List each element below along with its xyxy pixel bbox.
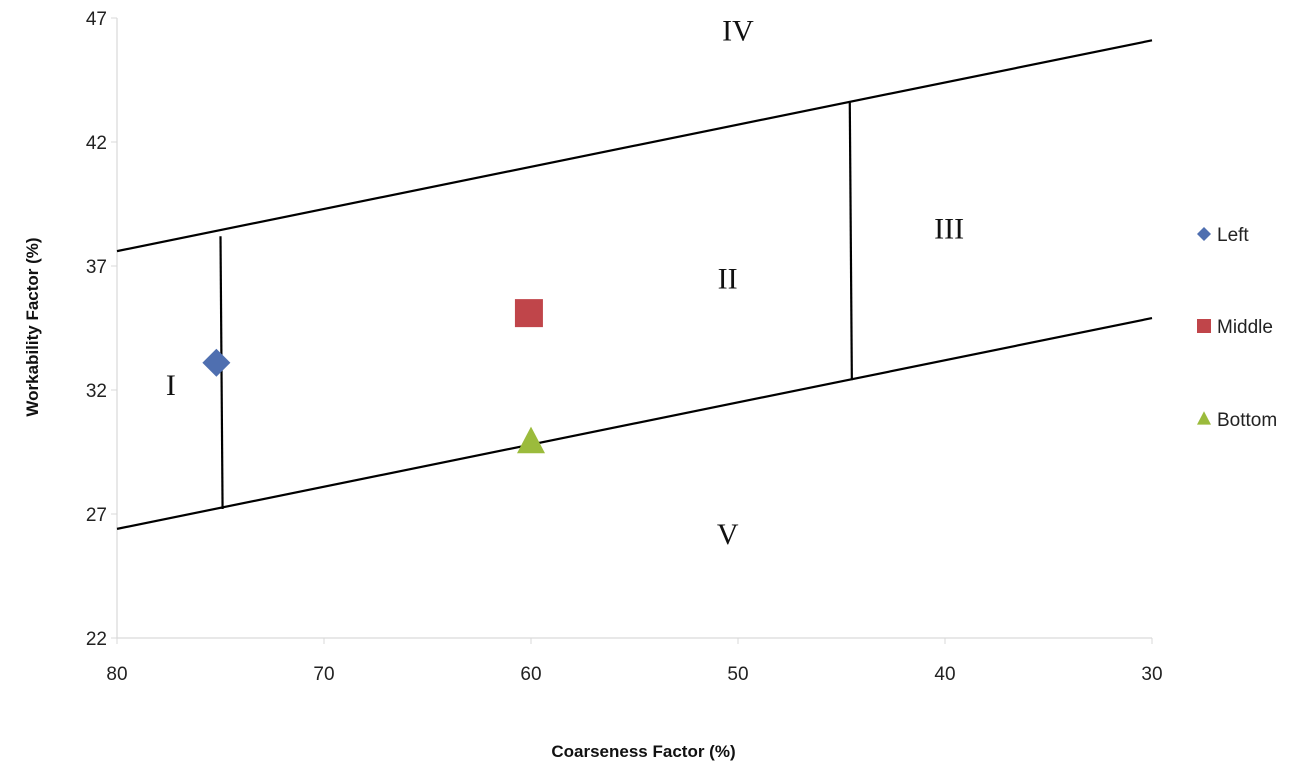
x-tick-label: 60 [520,664,541,685]
zone-label-V: V [717,518,739,551]
lower-boundary [116,317,1153,530]
x-tick-label: 40 [934,664,955,685]
boundary-lines [116,39,1153,530]
data-point-bottom [517,426,545,454]
x-tick-label: 70 [313,664,334,685]
legend: Left Middle Bottom [1197,225,1277,431]
legend-marker-bottom [1197,411,1211,425]
y-axis-title: Workability Factor (%) [23,237,42,416]
zone-divider-left [219,236,224,510]
axes: 22 27 32 37 42 47 80 70 60 50 40 30 [86,9,1163,685]
x-tick-label: 80 [106,664,127,685]
zone-label-I: I [166,369,176,402]
zone-label-IV: IV [722,14,754,47]
legend-marker-left [1197,227,1211,241]
legend-label-middle: Middle [1217,317,1273,338]
data-points [202,299,545,454]
legend-label-bottom: Bottom [1217,410,1277,431]
zone-label-III: III [934,213,964,246]
y-tick-label: 37 [86,257,107,278]
y-tick-label: 22 [86,629,107,650]
zone-label-II: II [718,262,738,295]
y-tick-label: 47 [86,9,107,30]
x-axis-title: Coarseness Factor (%) [551,742,735,761]
x-tick-label: 30 [1141,664,1162,685]
y-tick-label: 32 [86,381,107,402]
legend-label-left: Left [1217,225,1249,246]
y-tick-label: 42 [86,133,107,154]
y-tick-label: 27 [86,505,107,526]
data-point-left [202,348,231,377]
data-point-middle [514,299,543,328]
x-tick-label: 50 [727,664,748,685]
zone-divider-right [848,102,853,381]
upper-boundary [116,39,1153,253]
legend-marker-middle [1197,319,1211,333]
